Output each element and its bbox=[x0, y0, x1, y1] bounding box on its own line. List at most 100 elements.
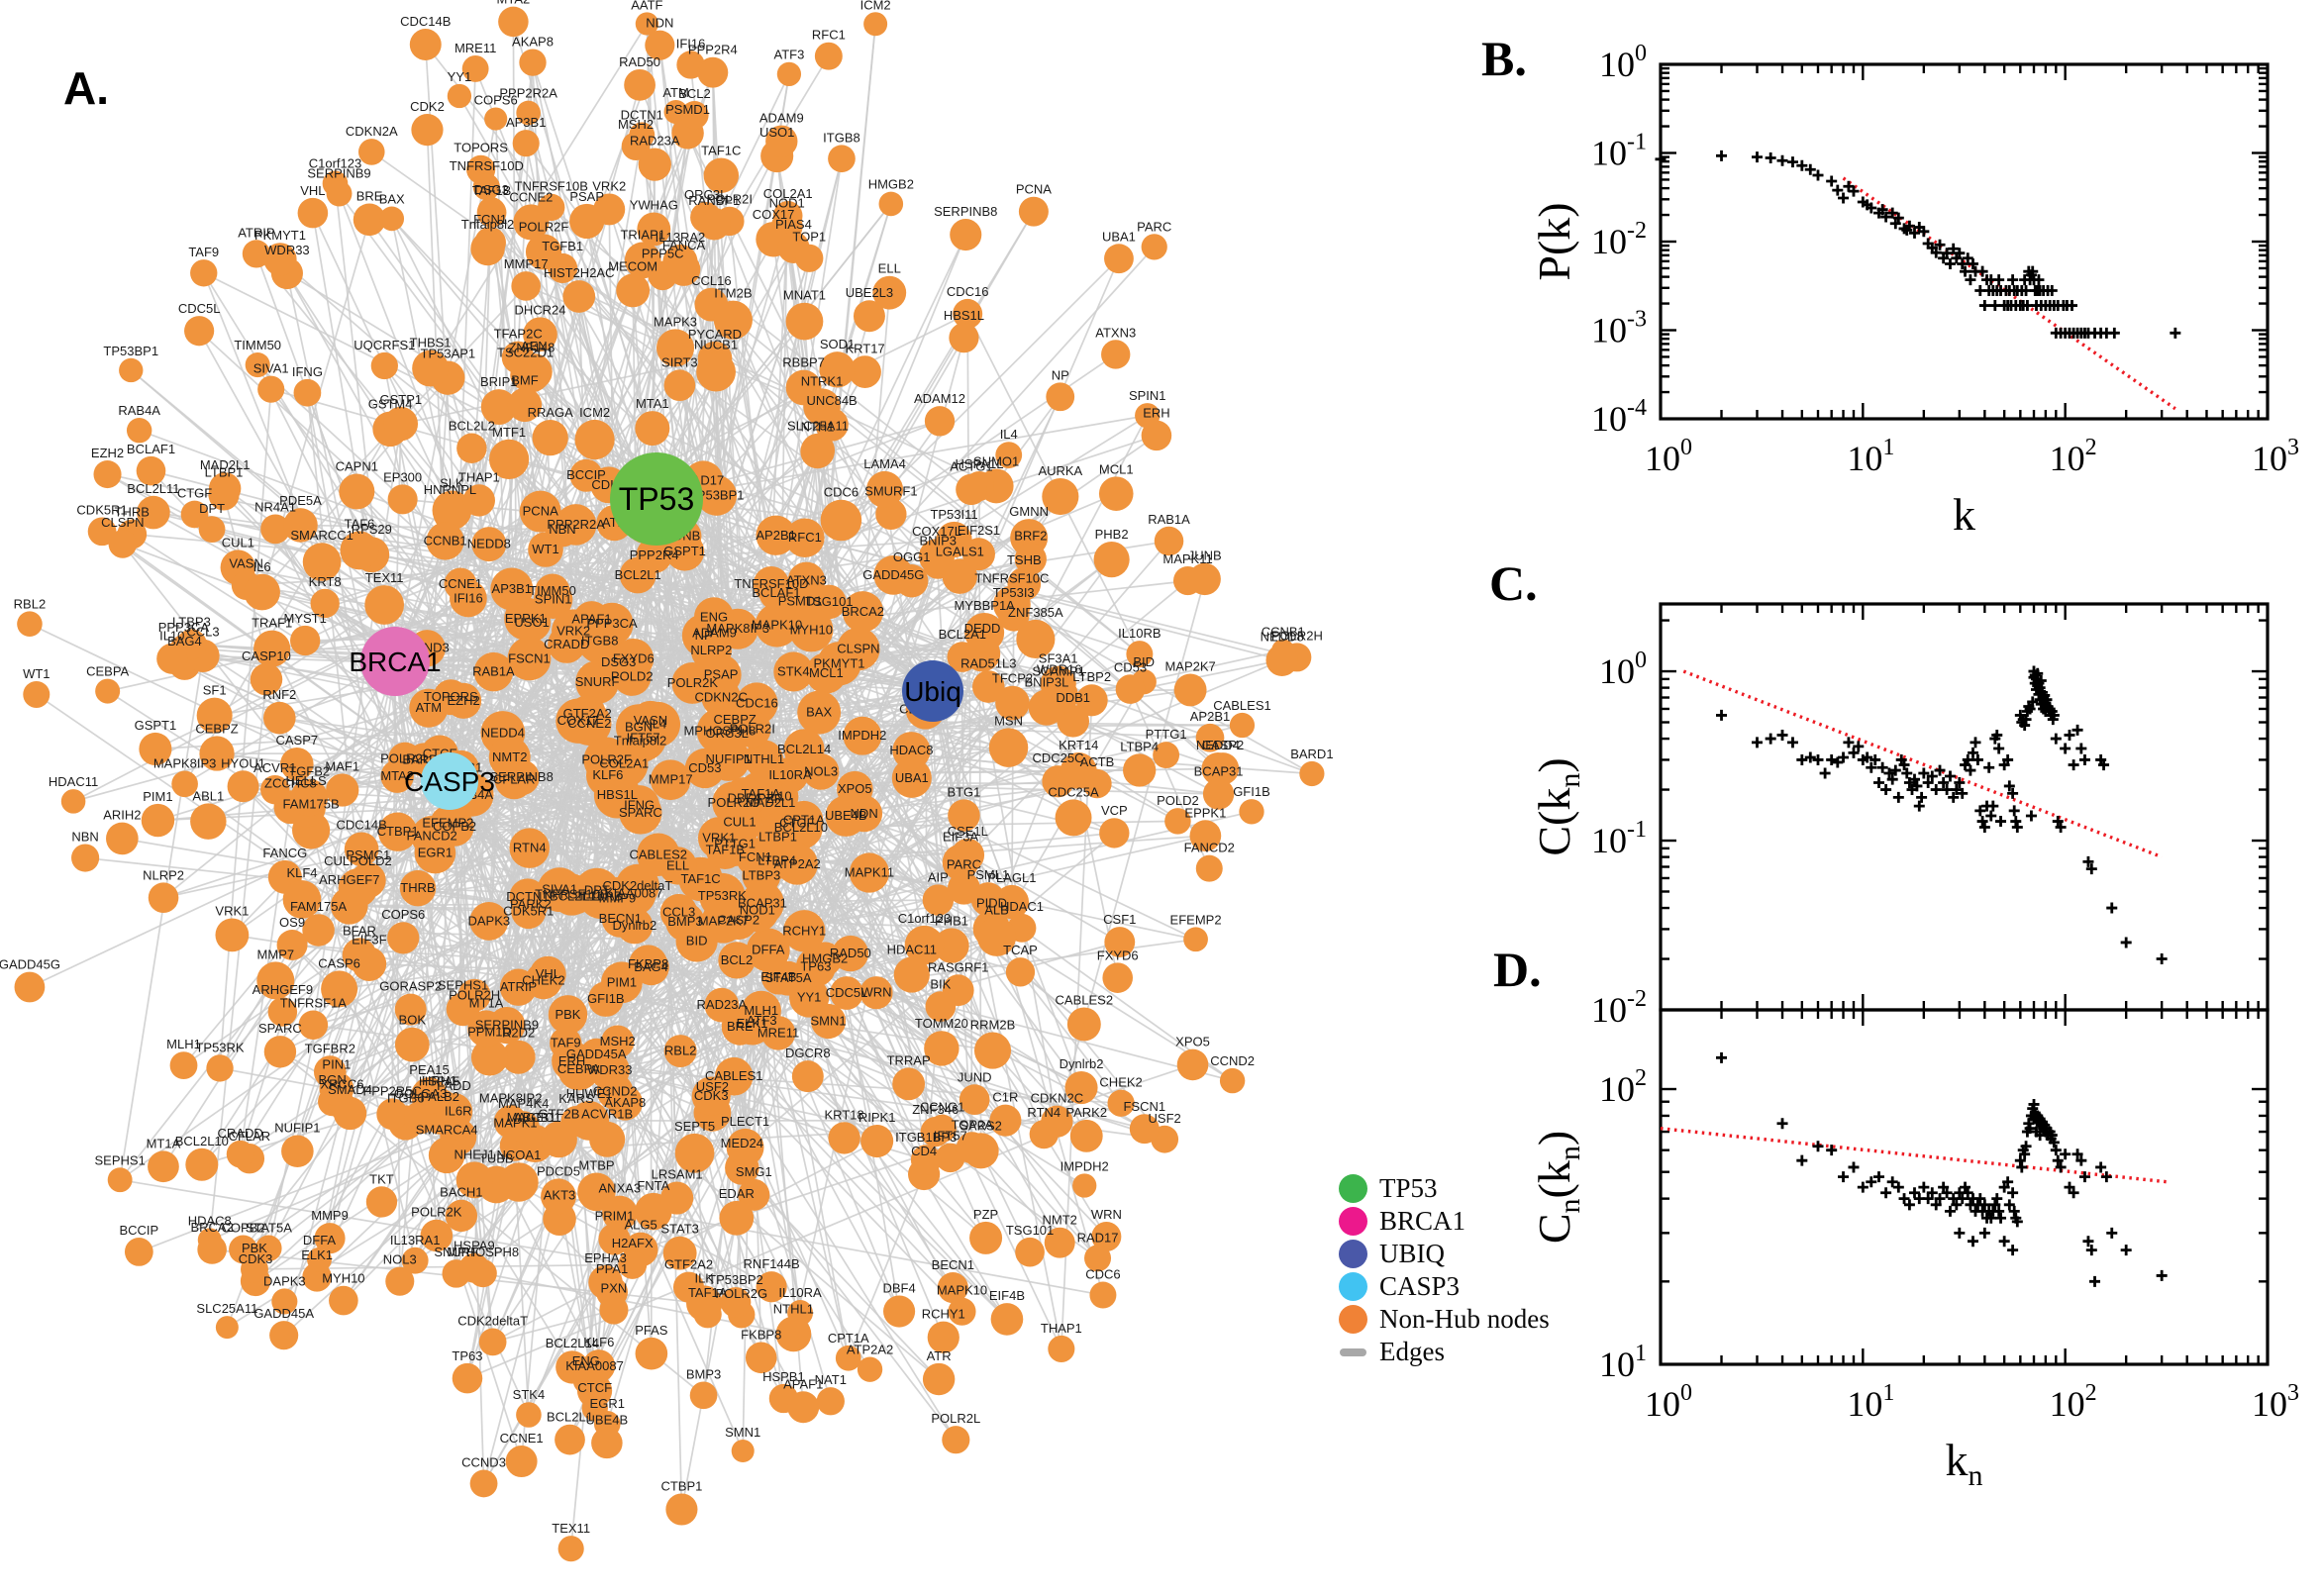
network-node bbox=[787, 1391, 820, 1424]
network-node-label: GADD45A bbox=[253, 1306, 314, 1321]
network-node-label: HBS1L bbox=[944, 308, 984, 323]
network-node bbox=[674, 1133, 715, 1173]
network-node bbox=[461, 55, 489, 82]
data-point bbox=[1974, 805, 1986, 817]
network-node-label: CLSPN bbox=[101, 515, 144, 530]
network-node-label: ICM2 bbox=[860, 0, 891, 12]
network-node-label: PPP5C bbox=[642, 247, 684, 261]
network-node-label: DSG3 bbox=[474, 182, 509, 197]
data-point bbox=[1804, 751, 1816, 763]
network-node-label: DHCR24 bbox=[514, 302, 565, 317]
network-node-label: OS9 bbox=[279, 915, 305, 930]
data-point bbox=[1926, 770, 1938, 782]
data-point bbox=[2008, 1205, 2020, 1217]
data-point bbox=[1901, 767, 1913, 779]
network-node-label: PHB1 bbox=[935, 913, 968, 928]
legend-item-brca1: BRCA1 bbox=[1339, 1205, 1550, 1238]
network-node-label: ITGB1BP3 bbox=[895, 1130, 957, 1145]
network-node bbox=[344, 832, 379, 867]
network-node-label: RAD23A bbox=[630, 134, 680, 149]
network-node-label: NOD1 bbox=[740, 902, 775, 917]
hub-node-ubiq bbox=[902, 660, 963, 722]
network-node bbox=[557, 1048, 600, 1091]
network-node-label: BTG1 bbox=[947, 784, 980, 799]
network-node bbox=[993, 585, 1031, 624]
network-node-label: MSH2 bbox=[618, 117, 654, 132]
network-node bbox=[618, 719, 662, 763]
network-node bbox=[1091, 1221, 1122, 1252]
axis-label-segment: n bbox=[1969, 1459, 1983, 1492]
network-node-label: IFI16 bbox=[676, 36, 706, 50]
data-point bbox=[1880, 211, 1892, 223]
network-node-label: VASN bbox=[634, 713, 667, 728]
network-edge bbox=[312, 690, 934, 1026]
network-node bbox=[1005, 957, 1036, 987]
network-node-label: BCL2L1 bbox=[547, 1410, 593, 1425]
network-node-label: TP53BP2 bbox=[708, 1272, 763, 1287]
network-node bbox=[206, 1054, 234, 1082]
network-node-label: MTA2 bbox=[380, 768, 414, 783]
scatter-points bbox=[1716, 1051, 2168, 1287]
network-edge bbox=[219, 389, 272, 1068]
data-point bbox=[1965, 764, 1976, 776]
network-edge bbox=[488, 498, 657, 1058]
data-point bbox=[1786, 737, 1798, 748]
network-node bbox=[326, 180, 353, 207]
network-node-label: WRN bbox=[860, 985, 891, 1000]
network-node-label: PYCARD bbox=[688, 327, 742, 342]
tick-exponent: 0 bbox=[1680, 435, 1692, 460]
network-edge bbox=[959, 575, 1048, 708]
network-node-label: GSPT1 bbox=[135, 718, 177, 733]
network-node-label: LTBP4 bbox=[1120, 739, 1159, 753]
data-point bbox=[1916, 791, 1928, 803]
network-node-label: PDE5A bbox=[279, 493, 322, 508]
network-node bbox=[512, 130, 540, 157]
network-node bbox=[738, 1178, 770, 1211]
network-node bbox=[860, 1124, 894, 1158]
network-node-label: ARHGEF7 bbox=[319, 872, 379, 887]
network-node bbox=[457, 978, 491, 1012]
data-point bbox=[1978, 1227, 1990, 1239]
network-node-label: H2AFX bbox=[612, 1236, 654, 1250]
network-edge bbox=[652, 427, 938, 557]
data-point bbox=[1954, 1227, 1966, 1239]
axis-label-segment: P(k) bbox=[1529, 202, 1579, 280]
network-edge bbox=[608, 208, 717, 373]
data-point bbox=[1716, 709, 1728, 721]
network-node-label: SERPINB9 bbox=[307, 166, 370, 181]
network-node-label: BAG4 bbox=[634, 959, 668, 974]
data-point bbox=[1883, 767, 1895, 779]
network-edge bbox=[120, 1178, 633, 1266]
data-point bbox=[1898, 1193, 1910, 1205]
network-node-label: DBF4 bbox=[728, 790, 760, 805]
data-point bbox=[1908, 227, 1920, 239]
network-node bbox=[893, 956, 930, 993]
network-node-label: CDC25A bbox=[1048, 784, 1099, 799]
network-node-label: PARC bbox=[947, 857, 981, 872]
network-node-label: TOMM20 bbox=[915, 1016, 968, 1031]
data-point bbox=[1934, 1193, 1946, 1205]
network-node bbox=[637, 212, 671, 247]
network-node bbox=[650, 759, 691, 801]
network-node-label: BACH1 bbox=[440, 1185, 482, 1200]
network-node bbox=[1153, 742, 1180, 769]
network-node bbox=[253, 630, 291, 667]
network-node-label: ELK1 bbox=[301, 1247, 333, 1262]
network-node-label: WDR16 bbox=[1037, 661, 1082, 676]
network-node-label: FAM175A bbox=[290, 899, 347, 914]
network-node-label: FADD bbox=[437, 1078, 471, 1093]
network-node bbox=[314, 1223, 346, 1254]
network-node bbox=[1299, 760, 1325, 787]
network-node-label: BCAP31 bbox=[738, 895, 787, 910]
network-node bbox=[399, 869, 437, 907]
network-node-label: RCHY1 bbox=[922, 1307, 965, 1322]
network-edge bbox=[449, 68, 476, 782]
network-node-label: BMP3 bbox=[667, 914, 702, 929]
network-node-label: USO1 bbox=[759, 125, 794, 140]
network-node-label: SERPINB8 bbox=[490, 769, 554, 784]
network-node bbox=[478, 1328, 507, 1356]
network-node-label: RFC1 bbox=[788, 530, 822, 545]
data-point bbox=[1989, 300, 2001, 312]
tick-label: 10-1 bbox=[1591, 130, 1647, 173]
network-node-label: CCL16 bbox=[691, 273, 731, 288]
